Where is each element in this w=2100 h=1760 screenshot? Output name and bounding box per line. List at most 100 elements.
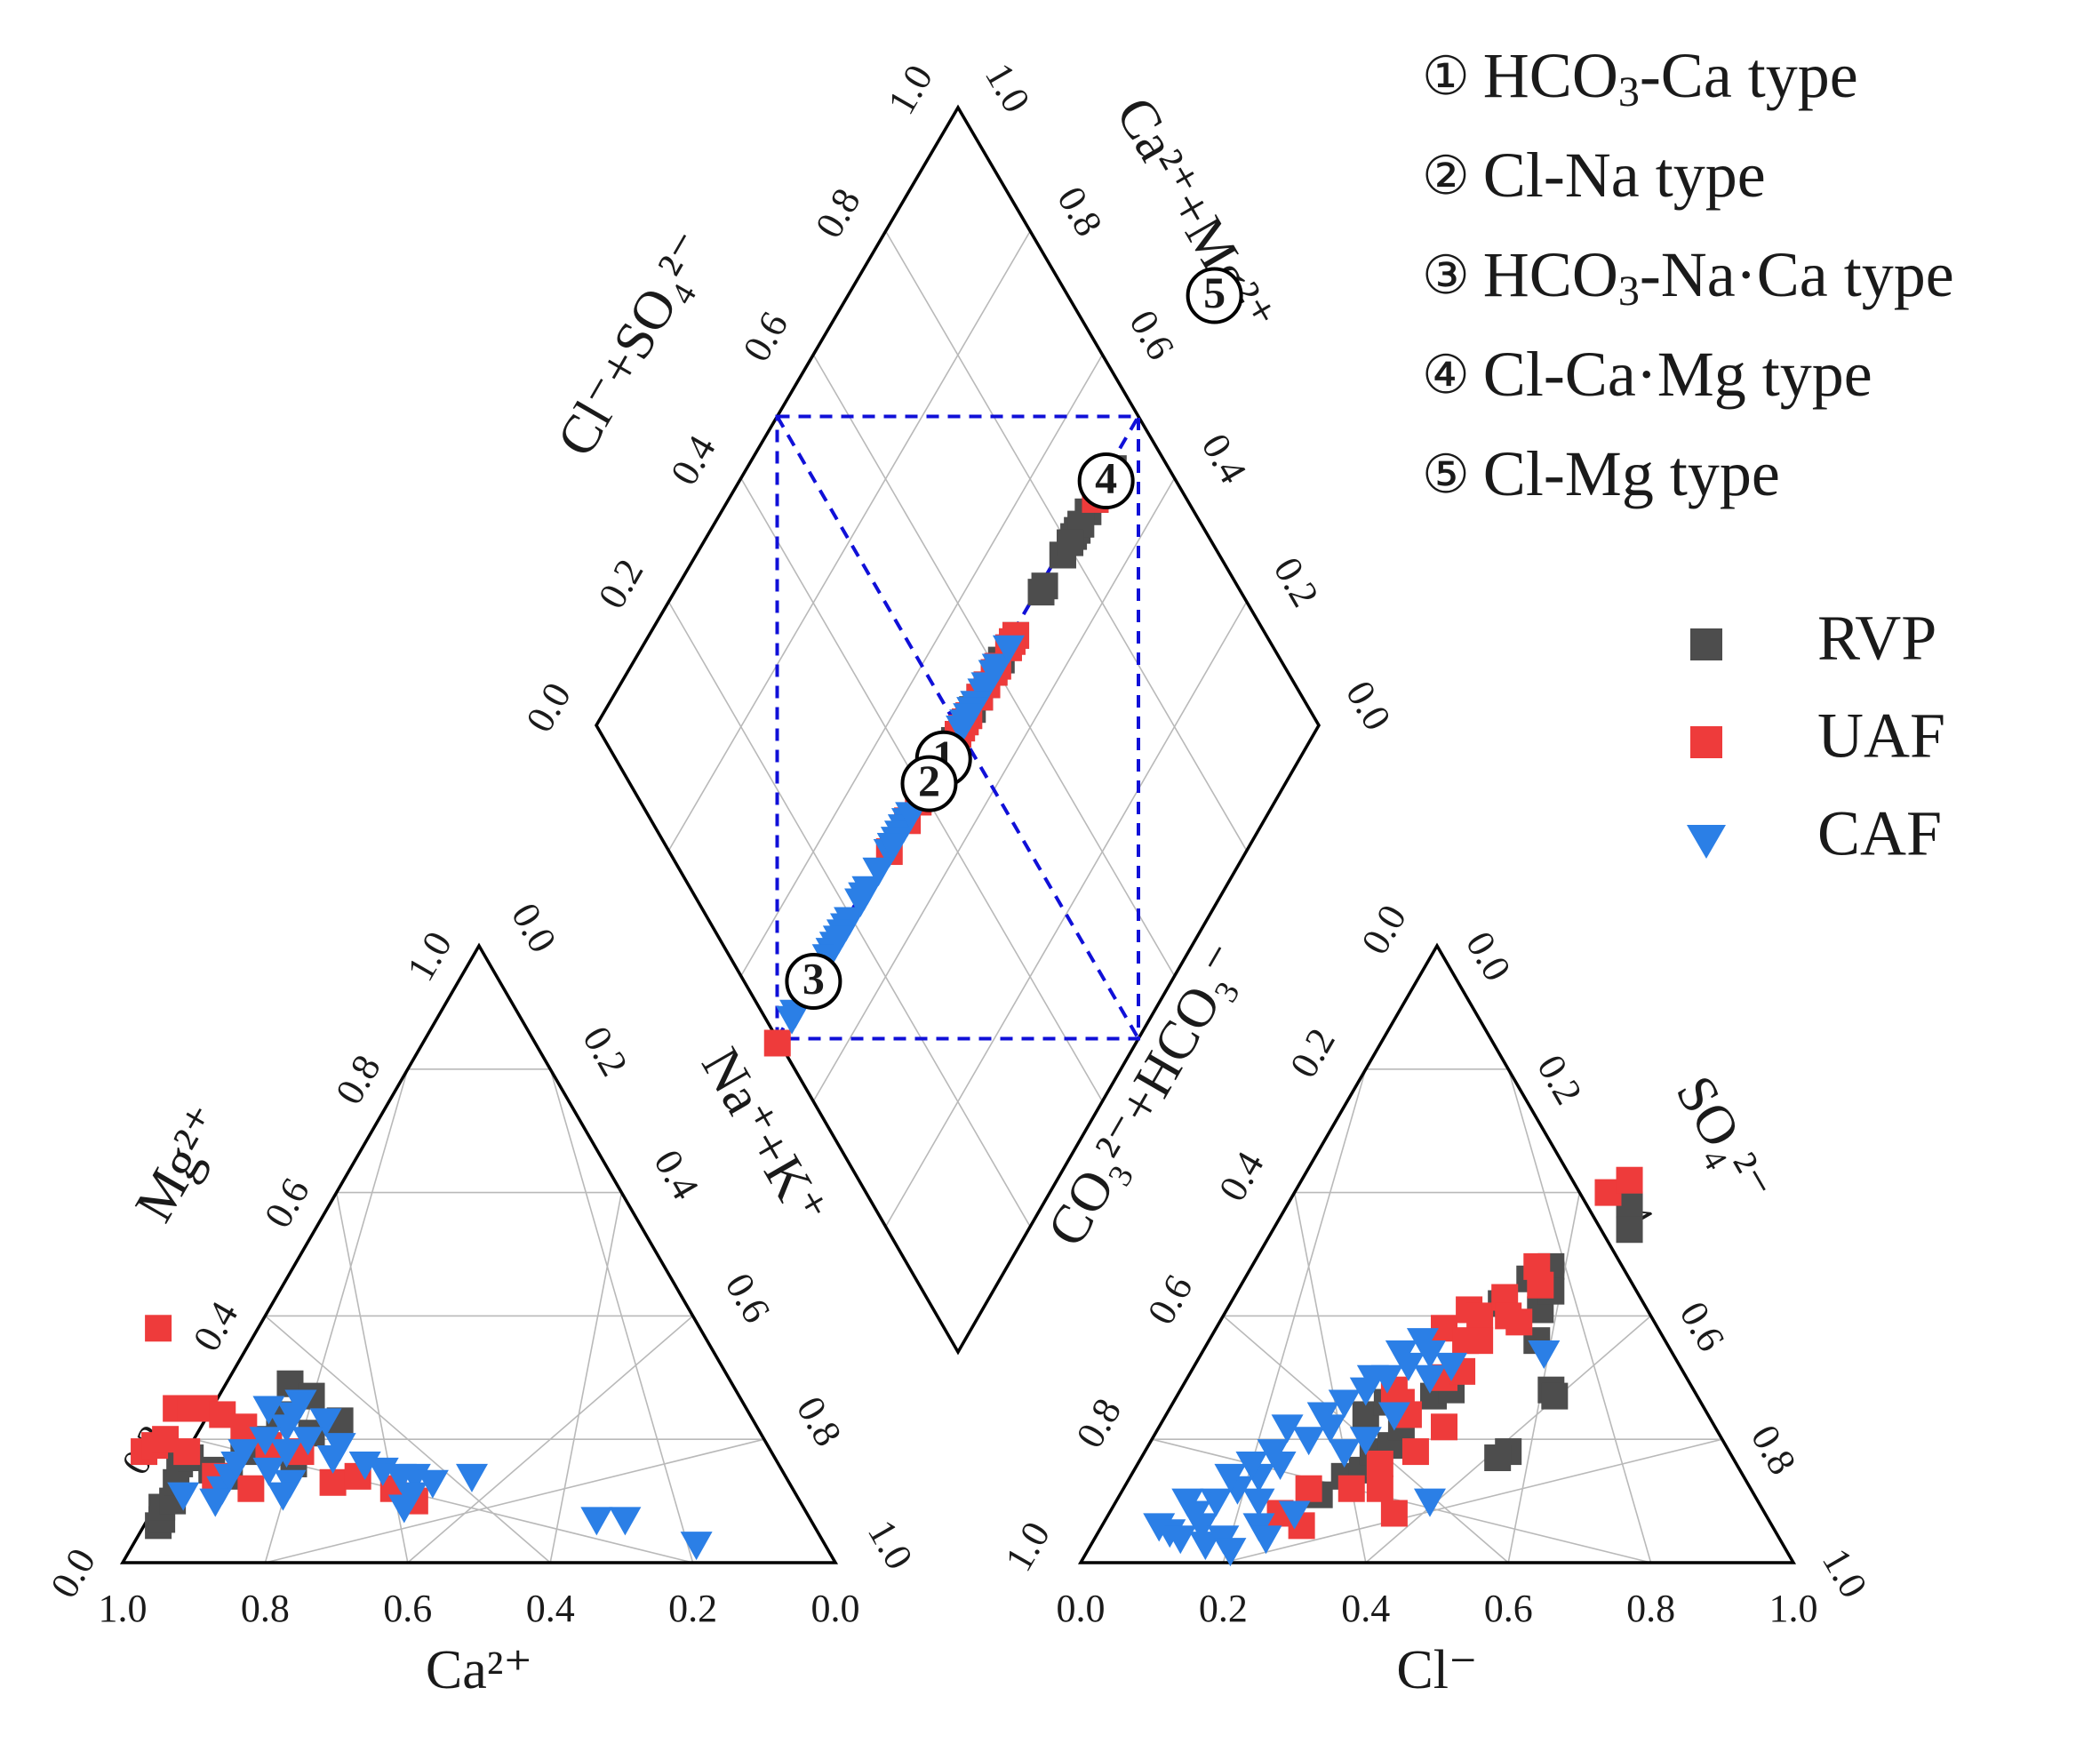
caf-point (1200, 1488, 1233, 1517)
uaf-point (1523, 1252, 1551, 1280)
caf-point (249, 1427, 282, 1456)
caf-point (776, 1005, 809, 1035)
diamond-left-title: Cl⁻+SO₄²⁻ (546, 222, 722, 467)
cation-bottom-tick: 0.6 (383, 1587, 432, 1630)
caf-point (316, 1445, 349, 1475)
zone-marker-circle (900, 755, 958, 812)
caf-point (1385, 1340, 1417, 1370)
anion-bottom-tick: 0.4 (1341, 1587, 1390, 1630)
caf-point (455, 1463, 488, 1492)
caf-point (609, 1507, 642, 1536)
uaf-point (1505, 1308, 1533, 1336)
diamond-left-tick: 0.8 (807, 181, 869, 245)
anion-bottom-tick: 0.6 (1484, 1587, 1533, 1630)
anion-grid-line (1223, 1438, 1722, 1564)
caf-point (1214, 1538, 1247, 1567)
caf-point (416, 1469, 449, 1499)
caf-point (1171, 1488, 1204, 1517)
uaf-point (145, 1315, 172, 1342)
legend-type-entry: ② Cl-Na type (1422, 140, 1766, 211)
caf-point (199, 1488, 232, 1517)
cation-left-tick: 1.0 (398, 924, 460, 988)
cation-bottom-tick: 1.0 (99, 1587, 148, 1630)
cation-left-tick: 0.8 (327, 1048, 389, 1112)
caf-point (680, 1532, 713, 1561)
cation-bottom-tick: 0.8 (241, 1587, 290, 1630)
anion-bottom-tick: 0.2 (1199, 1587, 1248, 1630)
caf-point (167, 1482, 200, 1511)
caf-point (1242, 1488, 1275, 1517)
caf-point (1356, 1364, 1389, 1394)
diamond-left-tick: 0.2 (590, 552, 652, 616)
anion-bottom-tick: 0.8 (1626, 1587, 1675, 1630)
diamond-left-tick: 0.0 (517, 676, 579, 740)
frame-layer (119, 104, 1797, 1564)
rvp-point (1616, 1216, 1643, 1244)
caf-point (1214, 1463, 1247, 1492)
caf-point (270, 1439, 303, 1468)
uaf-point (237, 1475, 265, 1502)
caf-point (1271, 1414, 1304, 1444)
cation-right-tick: 0.6 (716, 1266, 779, 1330)
zone-marker-circle (1186, 267, 1243, 324)
rvp-point (1541, 1382, 1569, 1410)
caf-point (851, 876, 884, 905)
zone-marker-number: 4 (1095, 453, 1117, 503)
caf-point (1328, 1439, 1361, 1468)
caf-point (267, 1482, 299, 1511)
cation-grid-line (265, 1438, 764, 1564)
legend-label-uaf: UAF (1817, 700, 1945, 772)
cation-right-tick: 0.8 (788, 1389, 850, 1453)
uaf-point (1295, 1475, 1322, 1502)
diamond-right-tick: 1.0 (977, 56, 1039, 120)
rvp-point (1027, 579, 1055, 606)
uaf-point (173, 1438, 201, 1466)
cation-bottom-tick: 0.4 (526, 1587, 575, 1630)
caf-point (992, 635, 1025, 664)
anion-triangle-frame (1077, 942, 1797, 1564)
anion-left-tick: 0.4 (1210, 1144, 1273, 1208)
diamond-right-tick: 0.0 (1337, 674, 1400, 738)
rvp-point (1057, 529, 1084, 556)
caf-point (1306, 1402, 1339, 1431)
data-points (131, 455, 1643, 1567)
legend-marker-caf (1687, 825, 1726, 859)
caf-point (252, 1457, 285, 1486)
diamond-grid-line (884, 601, 1248, 1228)
caf-point (309, 1408, 342, 1437)
legend-marker-rvp (1690, 628, 1722, 660)
caf-point (946, 716, 978, 745)
anion-bottom-tick: 0.0 (1057, 1587, 1106, 1630)
diamond-left-tick: 0.4 (662, 428, 724, 492)
caf-point (580, 1507, 613, 1536)
caf-point (1413, 1364, 1446, 1394)
caf-point (252, 1396, 285, 1425)
cation-grid-line (407, 1315, 694, 1564)
caf-point (978, 660, 1010, 689)
uaf-point (1366, 1450, 1393, 1477)
uaf-point (1401, 1438, 1429, 1466)
uaf-point (1466, 1302, 1494, 1330)
rvp-point (1484, 1444, 1512, 1472)
caf-point (1528, 1340, 1561, 1370)
diamond-right-tick: 0.4 (1193, 427, 1255, 491)
caf-point (822, 925, 855, 955)
cation-right-tick: 0.2 (574, 1020, 636, 1084)
cation-left-tick: 0.6 (256, 1171, 318, 1235)
cation-grid-line (264, 1315, 551, 1564)
anion-right-tick: 1.0 (1814, 1541, 1876, 1605)
anion-right-tick: 0.0 (1457, 924, 1520, 988)
legend-type-entry: ④ Cl-Ca·Mg type (1422, 339, 1872, 410)
cation-left-title: Mg²⁺ (124, 1096, 237, 1232)
cation-bottom-tick: 0.0 (811, 1587, 860, 1630)
dashed-diagonal (775, 415, 1140, 1040)
diamond-grid-line (667, 230, 1031, 852)
cation-right-tick: 0.4 (645, 1142, 707, 1206)
diamond-right-tick: 0.8 (1049, 180, 1111, 244)
diamond-right-tick: 0.6 (1121, 303, 1183, 367)
cation-left-tick: 0.4 (185, 1294, 247, 1358)
legend-type-entry: ① HCO3-Ca type (1422, 40, 1858, 116)
caf-point (1435, 1352, 1468, 1381)
anion-left-title: CO₃²⁻+HCO₃⁻ (1036, 934, 1258, 1256)
